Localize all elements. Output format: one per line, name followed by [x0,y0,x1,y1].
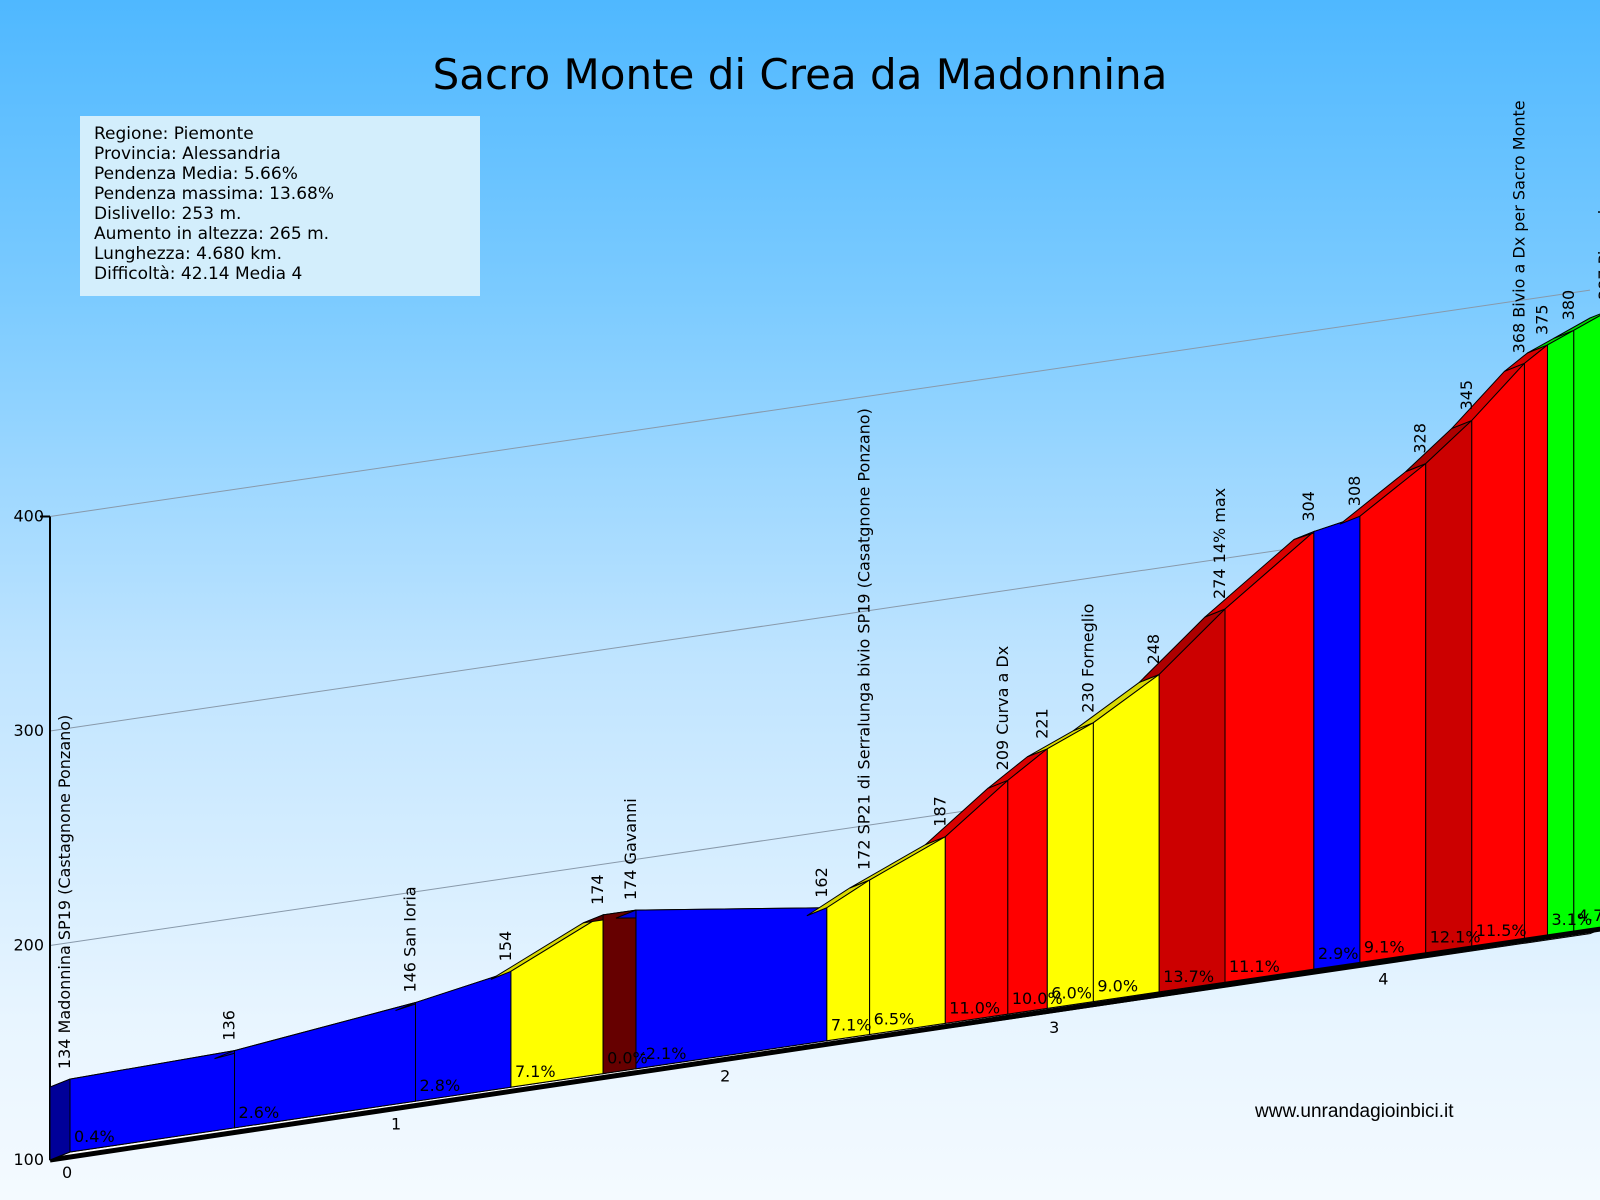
segment-top [1553,313,1600,339]
segment-grade-label: 11.0% [949,998,1000,1017]
segment-face [1092,673,1160,1003]
y-tick-label: 300 [13,721,44,740]
segment-face [1046,721,1094,1009]
segment-left-face [49,1078,71,1161]
segment-grade-label: 9.1% [1364,937,1405,956]
segment-face [1573,315,1600,932]
segment-grade-label: 2.6% [239,1103,280,1122]
x-tick-label: 2 [720,1066,730,1085]
segments-layer [49,313,1600,1161]
segment-grade-label: 2.8% [420,1076,461,1095]
point-label: 134 Madonnina SP19 (Castagnone Ponzano) [55,715,74,1069]
website-credit: www.unrandagioinbici.it [1255,1101,1454,1122]
info-lunghezza: Lunghezza: 4.680 km. [94,244,283,264]
point-label: 187 [930,796,949,827]
segment-grade-label: 6.5% [874,1009,915,1028]
point-label: 174 Gavanni [621,798,640,900]
segment-grade-label: 2.9% [1318,944,1359,963]
segment-grade-label: 6.0% [1051,983,1092,1002]
info-aumento: Aumento in altezza: 265 m. [94,224,330,244]
segment-grade-label: 7.1% [515,1062,556,1081]
segment-grade-label: 3.1% [1551,910,1592,929]
point-label: 304 [1299,491,1318,522]
info-pendenza-media: Pendenza Media: 5.66% [94,164,298,184]
point-label: 248 [1144,634,1163,665]
segment-grade-label: 4.7% [1578,906,1600,925]
segment-face [1359,462,1427,963]
info-box: Regione: Piemonte Provincia: Alessandria… [80,116,480,296]
y-tick-label: 400 [13,507,44,526]
info-difficolta: Difficoltà: 42.14 Media 4 [94,264,303,284]
segment-face [1313,515,1361,970]
grid-line-400 [49,289,1591,517]
x-tick-label: 1 [391,1115,401,1134]
info-provincia: Provincia: Alessandria [94,144,281,164]
chart-title: Sacro Monte di Crea da Madonnina [432,50,1168,99]
info-regione: Regione: Piemonte [94,124,254,144]
segment-grade-label: -2.1% [640,1044,686,1063]
point-label: 387 Piazzale [1595,200,1600,300]
point-label: 274 14% max [1210,488,1229,599]
segment-face [1523,343,1548,939]
labels-layer: 0.4%2.6%2.8%7.1%0.0%-2.1%7.1% 6.5%11.0% 10… [55,100,1600,1146]
point-label: 162 [812,867,831,898]
y-tick-label: 100 [13,1150,44,1169]
segment-grade-label: 12.1% [1430,928,1481,947]
point-label: 308 [1345,476,1364,507]
segment-face [1224,530,1315,983]
segment-grade-label: 11.1% [1229,957,1280,976]
segment-grade-label: 0.0% [607,1049,648,1068]
x-tick-label: 0 [62,1163,72,1182]
segment-face [869,835,946,1036]
point-label: 209 Curva a Dx [993,646,1012,771]
point-label: 368 Bivio a Dx per Sacro Monte [1509,100,1528,353]
point-label: 146 San Ioria [401,886,420,992]
point-label: 136 [220,1010,239,1041]
point-label: 172 SP21 di Serralunga bivio SP19 (Casat… [855,408,874,870]
segment-grade-label: 9.0% [1097,977,1138,996]
point-label: 345 [1457,380,1476,411]
segment-grade-label: 11.5% [1476,921,1527,940]
x-tick-label: 3 [1049,1018,1059,1037]
segment-grade-label: 0.4% [74,1127,115,1146]
info-pendenza-massima: Pendenza massima: 13.68% [94,184,334,204]
segment-grade-label: 13.7% [1163,967,1214,986]
point-label: 154 [496,931,515,962]
info-dislivello: Dislivello: 253 m. [94,204,242,224]
segment-grade-label: 7.1% [831,1016,872,1035]
point-label: 221 [1032,708,1051,739]
segment-face [1546,329,1575,936]
y-tick-label: 200 [13,936,44,955]
x-tick-label: 4 [1378,970,1388,989]
point-label: 230 Forneglio [1078,604,1097,713]
point-label: 328 [1411,423,1430,454]
segment-face [1158,607,1226,993]
point-label: 375 [1532,304,1551,335]
segment-face [1471,362,1525,947]
segment-grade-label: 10.0% [1012,989,1063,1008]
point-label: 380 [1559,290,1578,321]
segment-face [1425,419,1473,954]
ground-line [49,926,1600,1163]
point-label: 174 [588,874,607,905]
segment-face [944,779,1009,1024]
segment-face [1007,747,1048,1015]
